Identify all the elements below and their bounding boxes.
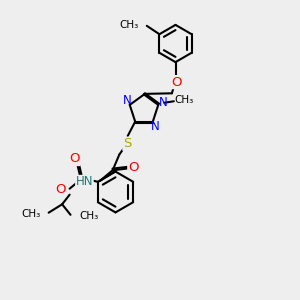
Text: O: O xyxy=(171,76,182,88)
Text: N: N xyxy=(159,96,168,109)
Text: CH₃: CH₃ xyxy=(174,95,194,105)
Text: O: O xyxy=(70,152,80,166)
Text: O: O xyxy=(128,161,138,174)
Text: O: O xyxy=(55,183,66,196)
Text: N: N xyxy=(151,120,159,133)
Text: S: S xyxy=(123,137,131,150)
Text: N: N xyxy=(123,94,132,106)
Text: CH₃: CH₃ xyxy=(79,211,98,221)
Text: HN: HN xyxy=(76,176,93,188)
Text: CH₃: CH₃ xyxy=(119,20,139,30)
Text: CH₃: CH₃ xyxy=(21,209,40,219)
